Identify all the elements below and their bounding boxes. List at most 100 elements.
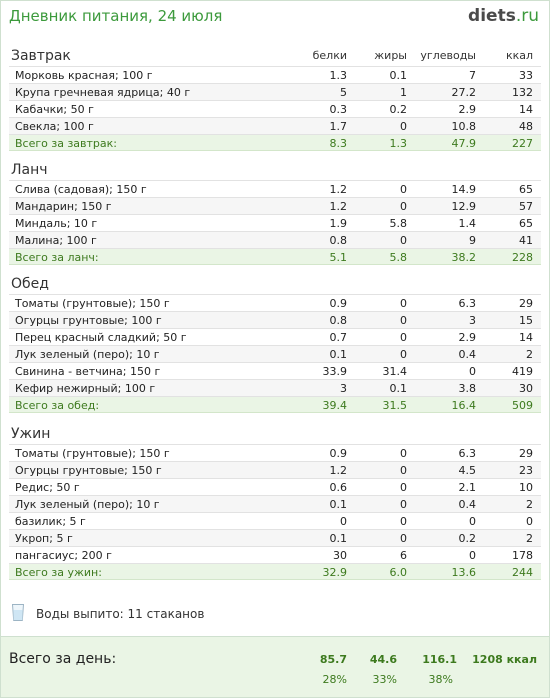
meal-title: Завтрак xyxy=(11,48,71,64)
meal-total-row: Всего за ужин: 32.9 6.0 13.6 244 xyxy=(9,563,541,580)
protein-value: 0.6 xyxy=(329,481,348,494)
protein-value: 5 xyxy=(340,86,347,99)
total-carbs-value: 13.6 xyxy=(451,566,477,579)
food-row: Слива (садовая); 150 г 1.2 0 14.9 65 xyxy=(9,180,541,197)
protein-value: 0.9 xyxy=(329,447,348,460)
kcal-value: 10 xyxy=(519,481,533,494)
food-name: Миндаль; 10 г xyxy=(15,217,98,230)
protein-value: 0.3 xyxy=(329,103,348,116)
fat-value: 0 xyxy=(400,532,407,545)
total-kcal-value: 227 xyxy=(512,137,533,150)
protein-value: 1.9 xyxy=(329,217,348,230)
kcal-value: 14 xyxy=(519,103,533,116)
food-row: Огурцы грунтовые; 100 г 0.8 0 3 15 xyxy=(9,311,541,328)
carbs-value: 0.4 xyxy=(458,498,477,511)
food-row: Мандарин; 150 г 1.2 0 12.9 57 xyxy=(9,197,541,214)
logo-tld: .ru xyxy=(515,6,539,26)
carbs-value: 0.4 xyxy=(458,348,477,361)
food-row: Кефир нежирный; 100 г 3 0.1 3.8 30 xyxy=(9,379,541,396)
kcal-value: 29 xyxy=(519,447,533,460)
glass-icon xyxy=(12,604,24,621)
food-row: Укроп; 5 г 0.1 0 0.2 2 xyxy=(9,529,541,546)
fat-value: 0 xyxy=(400,234,407,247)
page-title: Дневник питания, 24 июля xyxy=(9,7,223,25)
day-total-title: Всего за день: xyxy=(9,651,117,667)
kcal-value: 0 xyxy=(526,515,533,528)
fat-value: 0 xyxy=(400,515,407,528)
food-row: Крупа гречневая ядрица; 40 г 5 1 27.2 132 xyxy=(9,83,541,100)
total-food-name: Всего за ланч: xyxy=(15,251,99,264)
meal-title: Ужин xyxy=(11,426,51,442)
food-name: Лук зеленый (перо); 10 г xyxy=(15,348,160,361)
carbs-value: 0 xyxy=(469,515,476,528)
protein-value: 0.7 xyxy=(329,331,348,344)
day-fat: 44.6 xyxy=(369,653,397,666)
food-name: пангасиус; 200 г xyxy=(15,549,112,562)
carbs-value: 14.9 xyxy=(451,183,477,196)
fat-value: 0.1 xyxy=(389,382,408,395)
meal-rows: Томаты (грунтовые); 150 г 0.9 0 6.3 29 Огурцы… xyxy=(9,294,541,413)
carbs-value: 10.8 xyxy=(451,120,477,133)
kcal-value: 48 xyxy=(519,120,533,133)
kcal-value: 15 xyxy=(519,314,533,327)
kcal-value: 2 xyxy=(526,498,533,511)
fat-value: 0 xyxy=(400,447,407,460)
food-name: Томаты (грунтовые); 150 г xyxy=(15,297,170,310)
site-logo[interactable]: diets.ru xyxy=(468,6,539,26)
total-food-name: Всего за обед: xyxy=(15,399,100,412)
food-name: Перец красный сладкий; 50 г xyxy=(15,331,187,344)
carbs-value: 3 xyxy=(469,314,476,327)
food-name: Слива (садовая); 150 г xyxy=(15,183,147,196)
carbs-value: 6.3 xyxy=(458,297,477,310)
fat-value: 0 xyxy=(400,464,407,477)
carbs-value: 27.2 xyxy=(451,86,477,99)
total-food-name: Всего за ужин: xyxy=(15,566,102,579)
fat-value: 0 xyxy=(400,297,407,310)
food-name: Малина; 100 г xyxy=(15,234,97,247)
col-kcal: ккал xyxy=(505,49,533,62)
col-protein: белки xyxy=(312,49,347,62)
protein-value: 0.1 xyxy=(329,348,348,361)
protein-value: 0.1 xyxy=(329,498,348,511)
kcal-value: 132 xyxy=(512,86,533,99)
meal-rows: Слива (садовая); 150 г 1.2 0 14.9 65 Мандарин… xyxy=(9,180,541,265)
meal-total-row: Всего за завтрак: 8.3 1.3 47.9 227 xyxy=(9,134,541,151)
col-fat: жиры xyxy=(374,49,407,62)
carbs-value: 0 xyxy=(469,365,476,378)
food-row: Лук зеленый (перо); 10 г 0.1 0 0.4 2 xyxy=(9,345,541,362)
food-row: Свекла; 100 г 1.7 0 10.8 48 xyxy=(9,117,541,134)
fat-value: 6 xyxy=(400,549,407,562)
water-text: Воды выпито: 11 стаканов xyxy=(36,607,205,621)
protein-value: 1.2 xyxy=(329,464,348,477)
protein-value: 3 xyxy=(340,382,347,395)
fat-value: 0 xyxy=(400,183,407,196)
protein-value: 0.1 xyxy=(329,532,348,545)
kcal-value: 41 xyxy=(519,234,533,247)
carbs-value: 9 xyxy=(469,234,476,247)
kcal-value: 2 xyxy=(526,532,533,545)
total-protein-value: 5.1 xyxy=(329,251,348,264)
food-name: базилик; 5 г xyxy=(15,515,86,528)
total-fat-value: 31.5 xyxy=(382,399,408,412)
total-fat-value: 1.3 xyxy=(389,137,408,150)
kcal-value: 178 xyxy=(512,549,533,562)
protein-value: 1.7 xyxy=(329,120,348,133)
kcal-value: 23 xyxy=(519,464,533,477)
kcal-value: 65 xyxy=(519,183,533,196)
meal-rows: Морковь красная; 100 г 1.3 0.1 7 33 Крупа гре… xyxy=(9,66,541,151)
food-row: Морковь красная; 100 г 1.3 0.1 7 33 xyxy=(9,66,541,83)
carbs-value: 4.5 xyxy=(458,464,477,477)
food-name: Томаты (грунтовые); 150 г xyxy=(15,447,170,460)
food-row: Малина; 100 г 0.8 0 9 41 xyxy=(9,231,541,248)
fat-value: 0 xyxy=(400,348,407,361)
food-name: Кабачки; 50 г xyxy=(15,103,94,116)
logo-main: diets xyxy=(468,6,516,26)
meal-title: Обед xyxy=(11,276,49,292)
protein-value: 0.9 xyxy=(329,297,348,310)
food-name: Огурцы грунтовые; 150 г xyxy=(15,464,162,477)
fat-value: 0 xyxy=(400,331,407,344)
day-total: Всего за день: 85.7 44.6 116.1 1208 ккал… xyxy=(1,636,549,697)
kcal-value: 2 xyxy=(526,348,533,361)
kcal-value: 30 xyxy=(519,382,533,395)
fat-value: 0.1 xyxy=(389,69,408,82)
